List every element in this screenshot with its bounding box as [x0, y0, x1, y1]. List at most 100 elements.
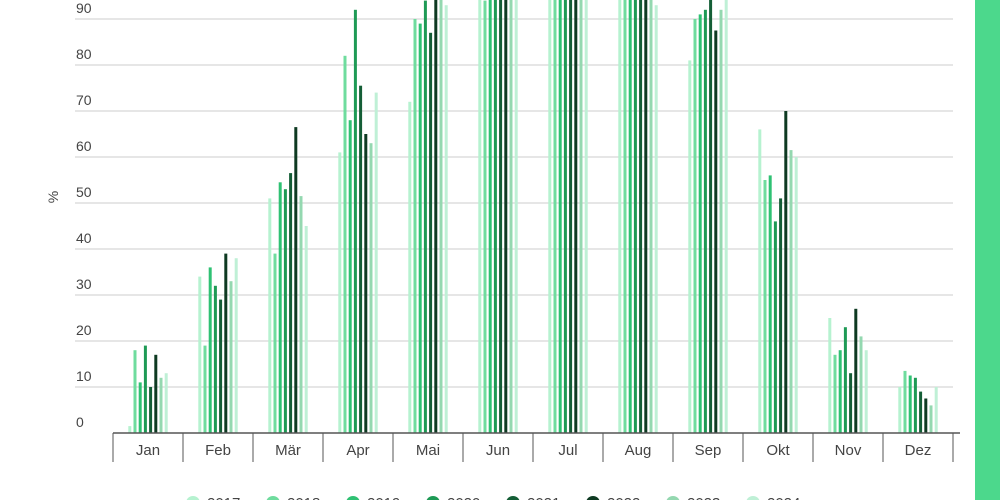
bar-2019-4	[418, 23, 422, 433]
bar-2022-10	[854, 308, 858, 433]
bar-2021-0	[149, 387, 153, 433]
legend-label: 2018	[287, 495, 320, 500]
bar-2024-4	[444, 5, 448, 433]
y-tick-label: 60	[76, 138, 92, 154]
bar-2024-8	[724, 0, 728, 433]
bar-2022-1	[224, 253, 228, 433]
bar-2019-6	[558, 0, 562, 433]
bar-2017-0	[128, 426, 132, 433]
bar-2024-6	[584, 0, 588, 433]
x-tick-label: Jul	[558, 442, 577, 459]
bar-2017-11	[898, 387, 902, 433]
bar-2022-4	[434, 0, 438, 433]
legend-marker	[186, 496, 200, 500]
y-tick-label: 50	[76, 184, 92, 200]
gridlines	[75, 18, 953, 388]
bar-2022-0	[154, 354, 158, 433]
bar-2023-5	[509, 0, 513, 433]
y-tick-label: 30	[76, 276, 92, 292]
bar-2019-9	[768, 175, 772, 433]
bar-2018-8	[693, 19, 697, 433]
bar-2022-2	[294, 127, 298, 433]
legend-label: 2019	[367, 495, 400, 500]
bar-2023-9	[789, 150, 793, 433]
legend-marker	[746, 496, 760, 500]
bar-2023-11	[929, 405, 933, 433]
legend-label: 2022	[607, 495, 640, 500]
bar-2020-0	[143, 345, 147, 433]
bar-2017-1	[198, 276, 202, 433]
bar-2017-5	[478, 0, 482, 433]
x-tick-label: Apr	[346, 442, 369, 459]
bar-2017-4	[408, 101, 412, 434]
y-tick-label: 70	[76, 92, 92, 108]
bar-2020-2	[283, 189, 287, 433]
x-tick-label: Feb	[205, 442, 231, 459]
bar-2021-3	[359, 85, 363, 433]
bar-2024-2	[304, 226, 308, 433]
bar-2024-3	[374, 92, 378, 433]
legend-marker	[346, 496, 360, 500]
bar-2017-9	[758, 129, 762, 433]
bar-2021-1	[219, 299, 223, 433]
bar-2021-5	[499, 0, 503, 433]
accent-strip	[975, 0, 1000, 500]
bar-2019-11	[908, 375, 912, 433]
x-tick-label: Nov	[835, 442, 862, 459]
y-axis-label: %	[45, 191, 61, 203]
bar-chart: 0 10 20 30 40 50 60 70 80 90 % Jan Feb Mär Apr Mai Jun…	[45, 0, 960, 500]
bar-2024-1	[234, 258, 238, 433]
bar-2020-1	[213, 285, 217, 433]
bar-2018-4	[413, 19, 417, 433]
legend-marker	[426, 496, 440, 500]
x-tick-label: Mai	[416, 442, 440, 459]
bar-2018-3	[343, 55, 347, 434]
bar-2020-6	[563, 0, 567, 433]
bar-2023-2	[299, 196, 303, 433]
bar-2018-6	[553, 0, 557, 433]
legend-label: 2017	[207, 495, 240, 500]
bar-2023-3	[369, 143, 373, 433]
bar-2019-0	[138, 382, 142, 433]
bar-2022-7	[644, 0, 648, 433]
bar-2023-7	[649, 0, 653, 433]
bar-2019-1	[208, 267, 212, 433]
bar-2020-10	[843, 327, 847, 433]
bar-2020-3	[353, 9, 357, 434]
bar-2022-11	[924, 398, 928, 433]
x-tick-label: Jun	[486, 442, 510, 459]
bar-2022-5	[504, 0, 508, 433]
y-tick-label: 90	[76, 0, 92, 16]
bar-2019-8	[698, 14, 702, 434]
bar-2018-0	[133, 350, 137, 433]
legend-marker	[506, 496, 520, 500]
bar-2021-2	[289, 173, 293, 433]
bar-2017-2	[268, 198, 272, 433]
legend-marker	[266, 496, 280, 500]
bar-2021-7	[639, 0, 643, 433]
y-tick-label: 40	[76, 230, 92, 246]
bar-2020-4	[423, 0, 427, 433]
bar-2024-11	[934, 387, 938, 433]
bar-2023-6	[579, 0, 583, 433]
bar-2021-8	[709, 0, 713, 433]
bar-2023-10	[859, 336, 863, 433]
x-tick-label: Okt	[766, 442, 790, 459]
legend-marker	[666, 496, 680, 500]
x-tick-label: Jan	[136, 442, 160, 459]
bar-2018-7	[623, 0, 627, 433]
bar-2018-10	[833, 354, 837, 433]
bar-2020-7	[633, 0, 637, 433]
bar-2024-0	[164, 373, 168, 433]
bar-2017-3	[338, 152, 342, 433]
bar-2024-10	[864, 350, 868, 433]
y-tick-label: 10	[76, 368, 92, 384]
legend-label: 2024	[767, 495, 800, 500]
bar-2022-9	[784, 111, 788, 433]
bar-2021-11	[919, 391, 923, 433]
y-axis-ticks: 0 10 20 30 40 50 60 70 80 90	[76, 0, 92, 430]
bar-2022-8	[714, 30, 718, 433]
legend: 2017 2018 2019 2020 2021 2022 2023 2024	[186, 495, 800, 500]
bars	[128, 0, 938, 434]
bar-2017-6	[548, 0, 552, 433]
